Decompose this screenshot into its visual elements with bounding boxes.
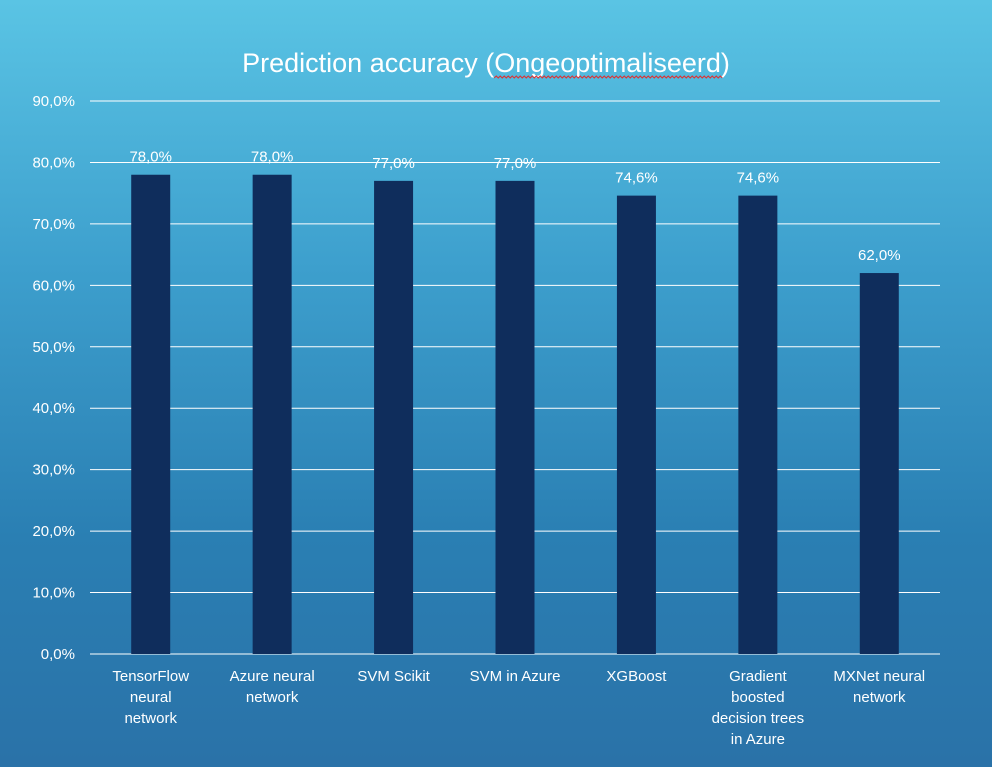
data-label: 78,0% bbox=[129, 149, 172, 166]
data-label: 78,0% bbox=[251, 149, 294, 166]
bar bbox=[495, 180, 535, 654]
y-tick-label: 50,0% bbox=[32, 339, 75, 356]
bar bbox=[131, 174, 171, 654]
category-label-line: in Azure bbox=[731, 731, 785, 748]
y-tick-label: 40,0% bbox=[32, 400, 75, 417]
category-label-line: neural bbox=[130, 689, 172, 706]
y-axis-tick-labels: 0,0% 10,0% 20,0% 30,0% 40,0% 50,0% 60,0% 70,0% 8… bbox=[32, 93, 75, 663]
bar bbox=[859, 273, 899, 654]
category-label-line: Azure neural bbox=[230, 668, 315, 685]
category-label-line: network bbox=[124, 710, 177, 727]
y-tick-label: 10,0% bbox=[32, 585, 75, 602]
y-tick-label: 80,0% bbox=[32, 154, 75, 171]
category-label-line: SVM Scikit bbox=[357, 668, 430, 685]
bar bbox=[738, 195, 778, 654]
y-tick-label: 70,0% bbox=[32, 216, 75, 233]
spellcheck-underline bbox=[493, 75, 723, 79]
data-label: 74,6% bbox=[737, 170, 780, 187]
data-label: 62,0% bbox=[858, 247, 901, 264]
y-tick-label: 30,0% bbox=[32, 462, 75, 479]
category-label-line: network bbox=[246, 689, 299, 706]
category-label: Azure neural network bbox=[230, 668, 315, 706]
bar bbox=[374, 180, 414, 654]
data-label: 74,6% bbox=[615, 170, 658, 187]
data-labels: 78,0% 78,0% 77,0% 77,0% 74,6% 74,6% 62,0% bbox=[129, 149, 900, 264]
x-axis-category-labels: TensorFlow neural network Azure neural netwo… bbox=[112, 668, 925, 748]
y-tick-label: 90,0% bbox=[32, 93, 75, 110]
category-label: Gradient boosted decision trees in Azure bbox=[712, 668, 805, 748]
chart-title-underlined: Ongeoptimaliseerd bbox=[494, 48, 721, 78]
y-tick-label: 20,0% bbox=[32, 523, 75, 540]
category-label: SVM Scikit bbox=[357, 668, 430, 685]
category-label: TensorFlow neural network bbox=[112, 668, 189, 727]
category-label-line: MXNet neural bbox=[833, 668, 925, 685]
bar bbox=[616, 195, 656, 654]
y-tick-label: 0,0% bbox=[41, 646, 75, 663]
category-label: XGBoost bbox=[606, 668, 667, 685]
data-label: 77,0% bbox=[494, 155, 537, 172]
data-label: 77,0% bbox=[372, 155, 415, 172]
category-label-line: Gradient bbox=[729, 668, 787, 685]
category-label: MXNet neural network bbox=[833, 668, 925, 706]
chart-title-suffix: ) bbox=[721, 48, 730, 78]
y-tick-label: 60,0% bbox=[32, 277, 75, 294]
category-label-line: boosted bbox=[731, 689, 784, 706]
chart-title: Prediction accuracy (Ongeoptimaliseerd) bbox=[242, 48, 730, 78]
category-label-line: TensorFlow bbox=[112, 668, 189, 685]
category-label-line: SVM in Azure bbox=[470, 668, 561, 685]
category-label: SVM in Azure bbox=[470, 668, 561, 685]
category-label-line: decision trees bbox=[712, 710, 805, 727]
category-label-line: XGBoost bbox=[606, 668, 667, 685]
category-label-line: network bbox=[853, 689, 906, 706]
chart-title-prefix: Prediction accuracy ( bbox=[242, 48, 494, 78]
bar bbox=[252, 174, 292, 654]
bars bbox=[131, 174, 899, 654]
